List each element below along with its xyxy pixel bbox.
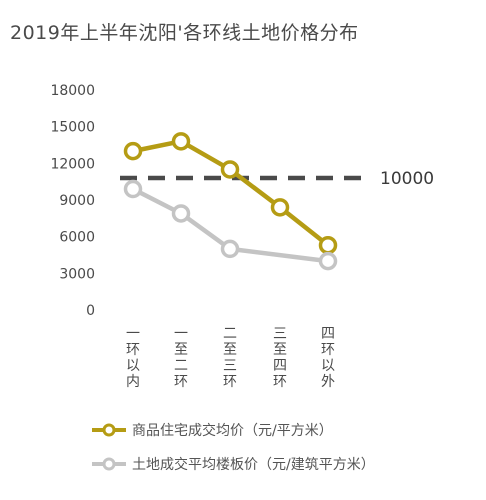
series-line-housing: [130, 139, 331, 248]
legend-swatch-housing-icon: [92, 423, 126, 437]
data-point-housing: [123, 141, 143, 161]
y-tick-label: 12000: [50, 156, 95, 172]
y-tick-label: 18000: [50, 83, 95, 99]
data-point-housing: [270, 198, 290, 217]
x-tick-label: 二: [174, 358, 188, 374]
x-tick-label: 环: [273, 374, 287, 390]
x-tick-label: 一: [126, 326, 140, 342]
legend-label-land-price: 土地成交平均楼板价（元/建筑平方米）: [132, 457, 375, 473]
x-tick-label: 以: [126, 358, 140, 374]
legend-item-housing-price: 商品住宅成交均价（元/平方米）: [90, 420, 333, 440]
data-point-housing: [220, 160, 240, 179]
x-tick-label: 以: [321, 358, 335, 374]
x-tick-label: 内: [126, 374, 140, 390]
line-chart: 180001500012000900060003000010000一环以内一至二…: [50, 83, 434, 390]
x-tick-label: 一: [174, 326, 188, 342]
legend-swatch-land-icon: [92, 457, 126, 471]
reference-line-label: 10000: [380, 169, 434, 189]
x-tick-label: 四: [273, 358, 287, 374]
data-point-land: [318, 251, 338, 271]
legend-label-housing-price: 商品住宅成交均价（元/平方米）: [132, 423, 333, 439]
x-tick-label: 外: [321, 374, 335, 390]
x-tick-label: 三: [273, 326, 287, 342]
data-point-housing: [171, 132, 191, 151]
data-point-land: [220, 239, 240, 259]
series-line-land: [130, 186, 331, 264]
x-tick-label: 三: [223, 358, 237, 374]
legend-item-land-price: 土地成交平均楼板价（元/建筑平方米）: [90, 454, 375, 474]
data-point-land: [171, 204, 191, 223]
y-tick-label: 6000: [59, 230, 95, 246]
x-tick-label: 环: [126, 342, 140, 358]
x-tick-label: 四: [321, 326, 335, 342]
x-tick-label: 二: [223, 326, 237, 342]
x-tick-label: 环: [174, 374, 188, 390]
x-tick-label: 环: [321, 342, 335, 358]
x-tick-label: 至: [174, 342, 188, 358]
data-point-land: [123, 179, 143, 199]
y-tick-label: 0: [86, 303, 95, 319]
x-tick-label: 至: [273, 342, 287, 358]
x-tick-label: 至: [223, 342, 237, 358]
y-tick-label: 15000: [50, 120, 95, 136]
x-tick-label: 环: [223, 374, 237, 390]
chart-title: 2019年上半年沈阳'各环线土地价格分布: [10, 22, 359, 44]
y-tick-label: 3000: [59, 266, 95, 282]
data-point-housing: [318, 235, 338, 255]
y-tick-label: 9000: [59, 193, 95, 209]
